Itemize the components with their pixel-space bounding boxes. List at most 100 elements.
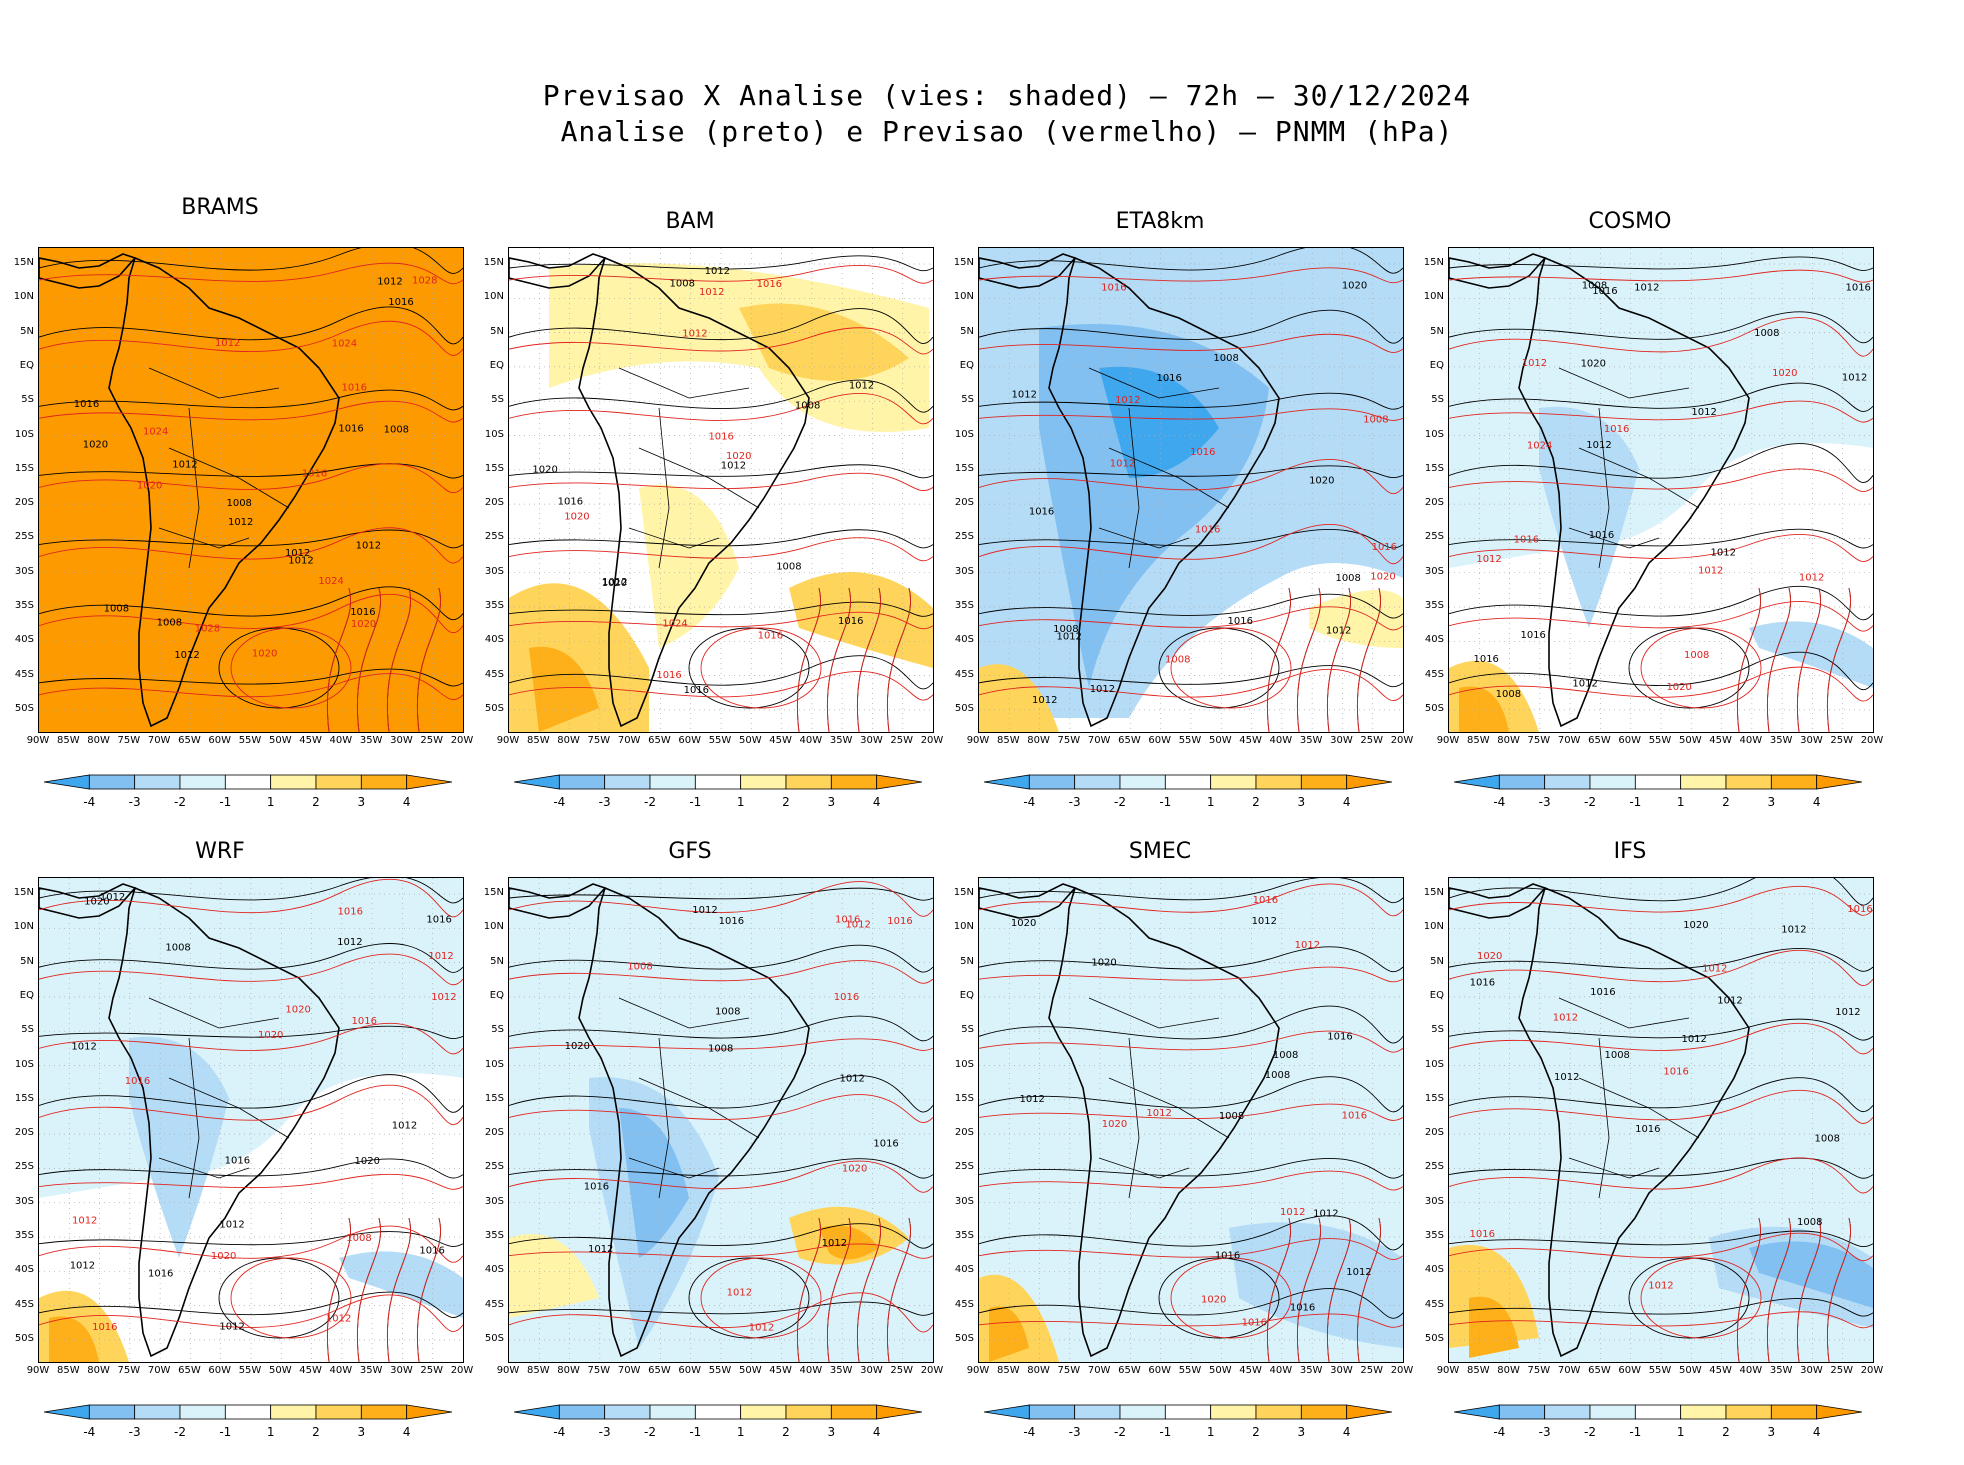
lon-label: 45W (299, 1365, 322, 1376)
forecast-isobar (1449, 400, 1873, 423)
analysis-isobar (39, 306, 463, 345)
forecast-isobar (230, 1257, 352, 1339)
analysis-isobar (1267, 587, 1291, 732)
lat-label: 15N (483, 887, 504, 898)
forecast-isobar (1640, 1257, 1762, 1339)
lon-label: 75W (1527, 1365, 1551, 1376)
lat-label: 20S (484, 497, 504, 509)
lat-label: 50S (484, 702, 504, 714)
colorbar-label: 1 (1206, 795, 1215, 809)
forecast-contour-label: 1016 (302, 468, 327, 479)
analysis-contour-label: 1008 (776, 562, 801, 573)
lon-label: 40W (1269, 1365, 1293, 1376)
lat-label: 5N (960, 955, 974, 967)
colorbar-segment (1164, 774, 1212, 790)
analysis-contour-label: 1008 (1213, 353, 1238, 364)
lon-label: 90W (1436, 735, 1460, 746)
colorbar-label: 2 (1252, 1425, 1260, 1439)
colorbar-segment (1634, 1404, 1682, 1420)
analysis-isobar (979, 878, 1403, 904)
country-border (628, 1157, 720, 1179)
forecast-isobar (509, 537, 933, 562)
analysis-contour-label: 1020 (1683, 920, 1708, 931)
analysis-contour-label: 1016 (148, 1269, 173, 1280)
forecast-isobar (979, 524, 1403, 565)
forecast-contour-label: 1016 (708, 432, 733, 443)
analysis-contour-label: 1012 (288, 555, 313, 566)
forecast-isobar (509, 881, 933, 917)
analysis-isobar (1449, 311, 1873, 344)
analysis-contour-label: 1012 (1586, 440, 1611, 451)
colorbar-segment (1028, 1404, 1076, 1420)
analysis-contour-label: 1008 (1496, 689, 1521, 700)
colorbar-segment (785, 774, 832, 790)
lat-label: 15N (1423, 887, 1444, 898)
lat-label: 5S (491, 394, 504, 406)
forecast-contour-label: 1020 (1772, 368, 1797, 379)
analysis-contour-label: 1008 (1265, 1070, 1290, 1081)
title-line-1: Previsao X Analise (vies: shaded) – 72h … (542, 79, 1472, 112)
coastline (1518, 886, 1750, 1358)
forecast-contour-label: 1016 (1847, 904, 1872, 915)
pressure-map: 1012101210081008101610081012101610121020… (39, 248, 463, 732)
lat-label: 30S (1424, 565, 1444, 577)
map-frame: 1012 1012 1008 1012 1008 1012 1016 1016 1020 1008… (978, 247, 1404, 733)
colorbar-label: 2 (312, 1425, 320, 1439)
analysis-isobar (1449, 878, 1873, 906)
forecast-isobar (509, 960, 933, 984)
forecast-contour-label: 1020 (258, 1030, 283, 1041)
lat-label: 10N (483, 291, 504, 303)
forecast-contour-label: 1012 (1553, 1012, 1578, 1023)
map-frame: 1012 1012 1012 1016 1012 1008 1016 1012 1016 1020… (38, 877, 464, 1363)
forecast-isobar (230, 627, 352, 709)
lon-label: 65W (178, 1365, 201, 1376)
lon-label: 55W (1178, 1365, 1202, 1376)
lon-label: 70W (147, 1365, 171, 1376)
lat-label: 40S (14, 1264, 34, 1276)
colorbar-segment (43, 1404, 90, 1420)
coastline (979, 253, 1077, 289)
colorbar-label: 2 (312, 795, 320, 809)
forecast-isobar (39, 320, 463, 356)
colorbar-segment (1119, 774, 1166, 790)
lat-label: 45S (14, 1298, 34, 1310)
colorbar-segment (1346, 1404, 1393, 1420)
forecast-contour-label: 1012 (72, 1216, 97, 1227)
lon-label: 40W (329, 1365, 353, 1376)
colorbar-label: 3 (357, 795, 366, 809)
lon-label: 75W (1527, 735, 1551, 746)
forecast-contour-label: 1016 (125, 1076, 150, 1087)
analysis-contour-label: 1012 (1019, 1094, 1044, 1105)
lon-label: 35W (829, 735, 853, 746)
forecast-contour-label: 1012 (1522, 358, 1547, 369)
forecast-contour-label: 1020 (1477, 951, 1502, 962)
country-border (658, 407, 670, 569)
lon-label: 35W (359, 1365, 383, 1376)
analysis-contour-label: 1008 (670, 279, 695, 290)
lon-label: 20W (450, 735, 474, 746)
bias-shading (789, 572, 933, 668)
forecast-contour-label: 1012 (749, 1323, 774, 1334)
forecast-isobar (509, 670, 933, 701)
colorbar-segment (649, 774, 696, 790)
lon-label: 25W (890, 735, 914, 746)
analysis-isobar (509, 255, 933, 272)
country-border (148, 997, 280, 1029)
forecast-isobar (1767, 1217, 1791, 1362)
analysis-contour-label: 1016 (1156, 373, 1181, 384)
lon-label: 60W (1618, 1365, 1642, 1376)
forecast-isobar (1170, 1257, 1292, 1339)
country-border (1108, 447, 1230, 509)
analysis-contour-label: 1016 (225, 1156, 250, 1167)
pressure-map: 1012101210081012100810121016101610201008… (979, 248, 1403, 732)
colorbar-label: 4 (1812, 1425, 1821, 1439)
analysis-contour-label: 1012 (721, 461, 746, 472)
analysis-contour-label: 1008 (715, 1006, 740, 1017)
lat-label: 20S (1424, 1127, 1444, 1139)
country-border (1098, 1157, 1190, 1179)
forecast-isobar (39, 1022, 463, 1055)
colorbar-segment (1589, 774, 1636, 790)
lat-label: 30S (1424, 1195, 1444, 1207)
analysis-contour-label: 1012 (228, 517, 253, 528)
lat-label: 50S (1424, 1332, 1444, 1344)
